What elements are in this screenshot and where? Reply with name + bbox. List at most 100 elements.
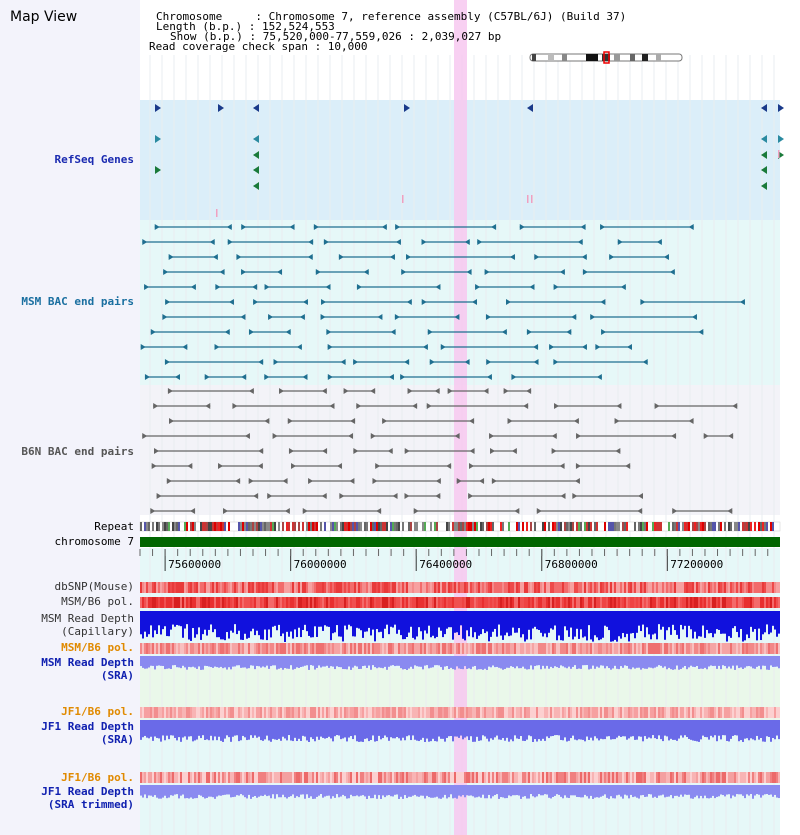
msm-sra-pol-heat [722, 643, 724, 654]
jf1-trimmed-depth [626, 785, 628, 796]
repeat-mark [392, 522, 394, 531]
jf1-sra-depth [226, 720, 228, 736]
msm-sra-depth [160, 656, 162, 666]
dbsnp-heat [576, 582, 578, 593]
jf1-pol2-heat [206, 772, 208, 783]
msm-sra-depth [186, 656, 188, 670]
jf1-trimmed-depth [294, 785, 296, 798]
msm-capillary-depth [658, 611, 660, 625]
dbsnp-heat [194, 582, 196, 593]
jf1-sra-depth [440, 720, 442, 739]
msm-sra-pol-heat [484, 643, 486, 654]
dbsnp-heat [168, 582, 170, 593]
b6n-bac-pair-end [343, 388, 349, 394]
msm-bac-pair-end [656, 239, 662, 245]
msm-bac-pair-end [315, 269, 321, 275]
msm-sra-depth [688, 656, 690, 668]
jf1-pol-heat [314, 707, 316, 718]
msm-sra-depth [490, 656, 492, 668]
dbsnp-heat [490, 582, 492, 593]
jf1-trimmed-depth [486, 785, 488, 799]
msm-sra-depth [738, 656, 740, 669]
track-label-msm-bac[interactable]: MSM BAC end pairs [21, 295, 134, 308]
jf1-pol-heat [716, 707, 718, 718]
repeat-mark [696, 522, 698, 531]
msm-pol-heat [456, 597, 458, 608]
jf1-pol-heat [554, 707, 556, 718]
jf1-sra-depth [688, 720, 690, 739]
b6n-bac-pair-end [356, 403, 362, 409]
jf1-pol2-heat [474, 772, 476, 783]
jf1-pol2-heat [276, 772, 278, 783]
msm-sra-pol-heat [432, 643, 434, 654]
msm-bac-pair-end [307, 254, 313, 260]
jf1-pol-heat [230, 707, 232, 718]
repeat-mark [738, 522, 740, 531]
jf1-pol2-heat [172, 772, 174, 783]
dbsnp-heat [232, 582, 234, 593]
repeat-mark [156, 522, 158, 531]
jf1-sra-depth [342, 720, 344, 739]
b6n-bac-pair-end [257, 463, 263, 469]
jf1-pol-heat [416, 707, 418, 718]
msm-capillary-depth [182, 611, 184, 638]
jf1-sra-depth [380, 720, 382, 740]
msm-bac-pair-end [626, 344, 632, 350]
msm-sra-pol-heat [234, 643, 236, 654]
msm-sra-depth [474, 656, 476, 666]
b6n-bac-pair-end [654, 403, 660, 409]
msm-capillary-depth [604, 611, 606, 626]
msm-capillary-depth [768, 611, 770, 635]
jf1-pol-heat [248, 707, 250, 718]
repeat-mark [688, 522, 690, 531]
jf1-trimmed-depth [588, 785, 590, 799]
msm-sra-depth [534, 656, 536, 667]
track-label-refseq[interactable]: RefSeq Genes [54, 153, 134, 166]
repeat-mark [544, 522, 546, 531]
dbsnp-heat [514, 582, 516, 593]
jf1-pol2-heat [696, 772, 698, 783]
msm-sra-pol-heat [522, 643, 524, 654]
msm-pol-heat [448, 597, 450, 608]
jf1-sra-depth [268, 720, 270, 741]
jf1-trimmed-depth [606, 785, 608, 798]
jf1-sra-depth [582, 720, 584, 740]
msm-sra-depth [614, 656, 616, 666]
msm-pol-heat [526, 597, 528, 608]
jf1-pol2-heat [704, 772, 706, 783]
msm-sra-depth [692, 656, 694, 667]
jf1-sra-depth [328, 720, 330, 737]
jf1-pol2-heat [582, 772, 584, 783]
dbsnp-heat [266, 582, 268, 593]
msm-bac-pair-end [553, 359, 559, 365]
msm-sra-depth [176, 656, 178, 668]
dbsnp-heat [216, 582, 218, 593]
jf1-trimmed-depth [146, 785, 148, 799]
b6n-bac-pair-end [554, 403, 560, 409]
jf1-pol-heat [544, 707, 546, 718]
jf1-pol2-heat [700, 772, 702, 783]
dbsnp-heat [474, 582, 476, 593]
dbsnp-heat [198, 582, 200, 593]
b6n-bac-pair-end [370, 388, 376, 394]
msm-capillary-depth [288, 611, 290, 637]
dbsnp-heat [274, 582, 276, 593]
msm-capillary-depth [218, 611, 220, 638]
repeat-mark [486, 522, 488, 531]
msm-sra-pol-heat [336, 643, 338, 654]
jf1-pol2-heat [308, 772, 310, 783]
track-label-jf1-depth-sra: JF1 Read Depth (SRA) [41, 720, 134, 746]
msm-capillary-depth [384, 611, 386, 629]
jf1-trimmed-depth [150, 785, 152, 796]
jf1-trimmed-depth [360, 785, 362, 796]
jf1-pol2-heat [240, 772, 242, 783]
msm-pol-heat [616, 597, 618, 608]
msm-pol-heat [194, 597, 196, 608]
msm-sra-pol-heat [200, 643, 202, 654]
msm-pol-heat [416, 597, 418, 608]
msm-sra-pol-heat [450, 643, 452, 654]
track-label-b6n-bac[interactable]: B6N BAC end pairs [21, 445, 134, 458]
dbsnp-heat [328, 582, 330, 593]
